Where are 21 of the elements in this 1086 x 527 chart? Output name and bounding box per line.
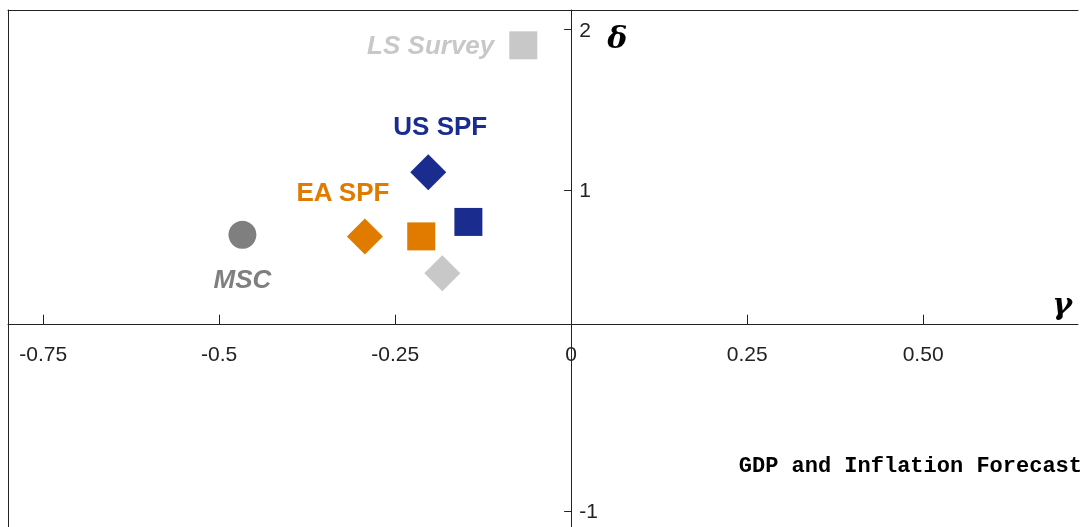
y-tick-label: 2 [579, 17, 591, 41]
series-label: EA SPF [296, 177, 390, 208]
y-axis-title: δ [606, 19, 628, 55]
point [454, 207, 483, 236]
series-label: US SPF [393, 111, 488, 142]
point [407, 222, 436, 251]
x-tick-label: 0.25 [726, 341, 768, 365]
point [509, 31, 538, 60]
y-tick-label: 1 [579, 178, 591, 202]
annotation: GDP and Inflation Forecast [738, 453, 1083, 479]
point [410, 154, 447, 191]
x-tick-label: -0.5 [201, 341, 238, 365]
series-label: MSC [213, 263, 273, 294]
y-tick-label: -1 [579, 499, 598, 523]
point [346, 218, 383, 255]
point [228, 220, 257, 249]
point [424, 255, 461, 292]
x-tick-label: -0.25 [371, 341, 420, 365]
x-tick-label: 0.50 [902, 341, 944, 365]
x-axis-title: γ [1052, 286, 1074, 322]
x-tick-label: -0.75 [19, 341, 68, 365]
